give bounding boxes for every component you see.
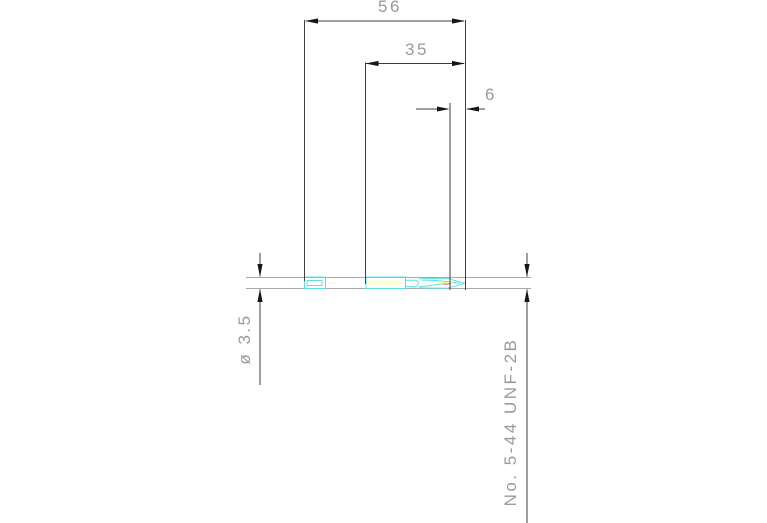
dim-56-label: 56 [378, 0, 402, 16]
part-tip-flute-upper [421, 279, 460, 284]
dim-6-label: 6 [485, 85, 497, 104]
dim-thread-label: No. 5-44 UNF-2B [501, 337, 520, 507]
part-left-barrel-inner [306, 280, 323, 286]
dim-thread-group [524, 253, 530, 523]
dim-6-arrow-left [437, 106, 450, 112]
dim-35-group [365, 60, 465, 284]
part-tip-outline [418, 277, 467, 289]
dim-56-arrow-right [452, 18, 465, 24]
part-neck [405, 279, 419, 288]
dim-35-label: 35 [405, 40, 429, 59]
dim-56-group [304, 18, 466, 290]
dim-6-group [416, 103, 485, 290]
part-left-barrel [304, 276, 326, 289]
dim-35-arrow-left [365, 60, 379, 67]
part-view [304, 276, 467, 289]
dim-6-arrow-right [466, 106, 479, 112]
dim-diameter-arrow-up [257, 289, 263, 302]
dim-diameter-group [257, 253, 263, 385]
dim-35-arrow-right [452, 60, 465, 67]
dim-diameter-label: ø 3.5 [235, 313, 254, 365]
dim-diameter-arrow-down [257, 264, 263, 277]
dim-thread-arrow-up [524, 289, 530, 302]
dim-56-arrow-left [305, 18, 318, 24]
dim-thread-arrow-down [524, 264, 530, 277]
